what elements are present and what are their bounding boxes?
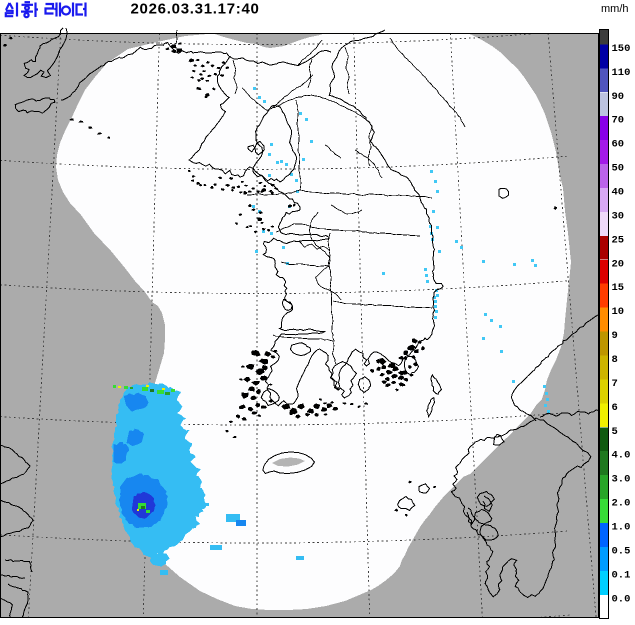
svg-text:20: 20	[612, 258, 625, 270]
svg-text:70: 70	[612, 115, 625, 127]
svg-text:1.0: 1.0	[612, 522, 631, 534]
svg-text:mm/h: mm/h	[601, 3, 629, 15]
svg-text:110: 110	[612, 67, 631, 79]
svg-text:4.0: 4.0	[612, 450, 631, 462]
svg-text:25: 25	[612, 234, 625, 246]
svg-text:2.0: 2.0	[612, 498, 631, 510]
svg-text:90: 90	[612, 91, 625, 103]
svg-text:40: 40	[612, 187, 625, 199]
svg-text:8: 8	[612, 354, 618, 366]
svg-text:0.1: 0.1	[612, 569, 631, 581]
svg-text:3.0: 3.0	[612, 474, 631, 486]
svg-text:10: 10	[612, 306, 625, 318]
svg-text:0.5: 0.5	[612, 545, 631, 557]
svg-text:7: 7	[612, 378, 618, 390]
svg-text:15: 15	[612, 282, 625, 294]
svg-text:60: 60	[612, 139, 625, 151]
svg-text:0.0: 0.0	[612, 593, 631, 605]
svg-text:6: 6	[612, 402, 618, 414]
svg-text:9: 9	[612, 330, 618, 342]
svg-text:30: 30	[612, 210, 625, 222]
svg-text:5: 5	[612, 426, 618, 438]
svg-text:150: 150	[612, 43, 631, 55]
svg-text:50: 50	[612, 163, 625, 175]
svg-text:2026.03.31.17:40: 2026.03.31.17:40	[131, 1, 260, 18]
